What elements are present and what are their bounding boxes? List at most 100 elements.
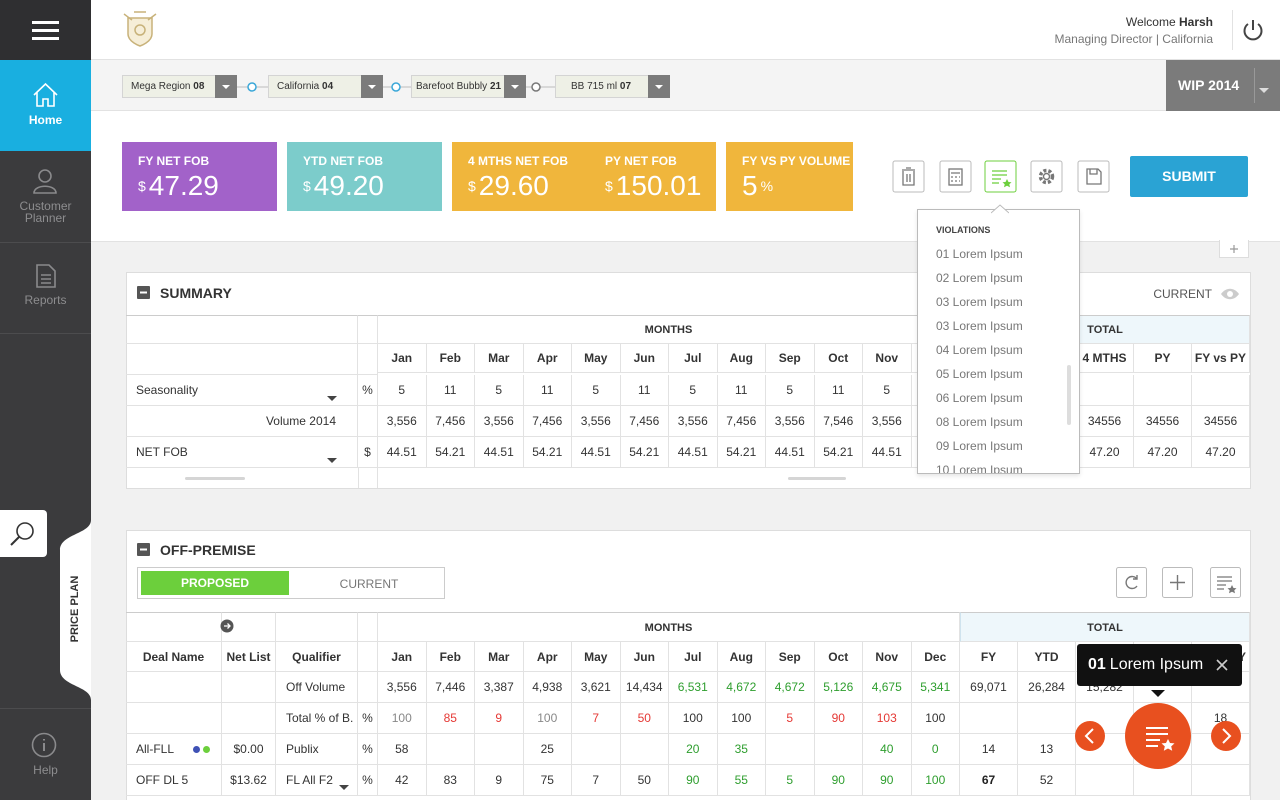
kpi-label: 4 MTHS NET FOB [468,154,569,168]
kpi-number: 47.29 [148,170,219,201]
floating-actions[interactable] [1074,701,1244,778]
wip-arrow-graphic [1259,88,1269,93]
violation-item[interactable]: 10 Lorem Ipsum [936,463,1023,474]
column-header: Nov [863,344,912,373]
table-cell: 42 [378,765,427,796]
planner-icon [33,169,57,194]
toggle-option[interactable]: PROPOSED [141,571,289,595]
row-header: Qualifier [276,642,358,672]
violation-item[interactable]: 04 Lorem Ipsum [936,343,1023,357]
dropdown-arrow-graphic [339,785,349,790]
blank-cell [126,612,222,642]
violation-item[interactable]: 08 Lorem Ipsum [936,415,1023,429]
home-icon [33,82,58,107]
toolbar-icons [892,160,1110,193]
scroll-divider [358,468,378,488]
filter-arrow[interactable] [361,75,383,103]
filter-code: 07 [619,81,632,92]
dropdown-arrow[interactable] [327,451,337,469]
kpi-suffix: % [760,178,774,194]
violation-item[interactable]: 03 Lorem Ipsum [936,295,1023,309]
tooltip-close-graphic [1216,659,1228,671]
tooltip-close[interactable] [1215,658,1229,677]
search-button[interactable] [0,510,47,557]
nav-label[interactable]: Help [33,763,58,777]
violation-item[interactable]: 01 Lorem Ipsum [936,247,1023,261]
nav-active [0,60,91,151]
blank-cell [358,315,378,344]
table-cell: 11 [814,375,863,406]
violation-item[interactable]: 02 Lorem Ipsum [936,271,1023,285]
menu-icon[interactable] [31,19,61,43]
nav-label[interactable]: Reports [24,293,67,307]
off-premise-title: OFF-PREMISE [160,542,256,558]
filter-select[interactable]: BB 715 ml 07 [555,75,670,98]
user-name: Harsh [1178,15,1213,29]
violation-item[interactable]: 03 Lorem Ipsum [936,319,1023,333]
wip-selector[interactable]: WIP 2014 [1166,60,1280,111]
kpi-prefix: $ [605,178,613,194]
expand-button[interactable] [220,619,234,638]
nav-label[interactable]: Home [28,113,63,127]
table-cell: 5 [378,375,427,406]
table-cell: 5,126 [814,672,863,703]
filter-arrow-graphic [361,75,383,98]
violation-item[interactable]: 09 Lorem Ipsum [936,439,1023,453]
dropdown-caret [990,201,1010,219]
row-header: Deal Name [126,642,222,672]
deal-name: All-FLL [126,734,222,765]
table-cell: 3,621 [572,672,621,703]
table-cell: 54.21 [523,437,572,468]
table-cell: 47.20 [1076,437,1134,468]
violation-item[interactable]: 06 Lorem Ipsum [936,391,1023,405]
filter-arrow[interactable] [215,75,237,103]
eye-icon[interactable] [1220,287,1240,305]
filter-arrow[interactable] [504,75,526,103]
wip-divider [1254,68,1255,103]
filter-select[interactable]: Mega Region 08 [122,75,237,98]
collapse-button[interactable] [137,286,150,304]
nav-label[interactable]: Customer Planner [19,199,72,225]
table-cell: 44.51 [572,437,621,468]
action-icons[interactable] [1116,567,1242,604]
price-plan-tab[interactable] [58,520,92,700]
table-cell: 54.21 [814,437,863,468]
summary-title: SUMMARY [160,285,232,301]
submit-button[interactable]: SUBMIT [1130,156,1248,197]
table-cell [572,734,621,765]
table-cell: 100 [523,703,572,734]
table-cell [1134,375,1192,406]
row-unit: % [358,734,378,765]
nav-divider [0,242,91,243]
table-cell [1076,765,1134,796]
column-header: Aug [717,344,766,373]
violation-item[interactable]: 05 Lorem Ipsum [936,367,1023,381]
table-cell [1192,375,1250,406]
table-cell: 14,434 [620,672,669,703]
filter-arrow[interactable] [648,75,670,103]
filter-arrow-graphic [504,75,526,98]
collapse-button-graphic [137,543,150,556]
table-cell: 6,531 [669,672,718,703]
table-cell: 5 [766,375,815,406]
eye-icon-graphic [1221,288,1239,300]
dropdown-arrow[interactable] [339,778,349,796]
kpi-value: 5% [742,170,773,202]
net-list [222,672,276,703]
dropdown-arrow[interactable] [327,389,337,407]
power-icon[interactable] [1242,19,1264,41]
price-plan-label[interactable]: PRICE PLAN [69,575,81,643]
tooltip-number: 01 [1088,656,1106,673]
filter-select[interactable]: Barefoot Bubbly 21 [411,75,526,98]
kpi-prefix: $ [138,178,146,194]
table-cell: 69,071 [960,672,1018,703]
dropdown-caret-graphic [990,204,1010,215]
collapse-button[interactable] [137,543,150,561]
table-cell: 83 [426,765,475,796]
add-tab[interactable] [1219,240,1249,258]
filter-code: 04 [322,81,334,92]
column-header: Dec [911,642,960,672]
toggle-option[interactable]: CURRENT [339,577,399,591]
table-cell: 5 [863,375,912,406]
column-header: Mar [475,642,524,672]
